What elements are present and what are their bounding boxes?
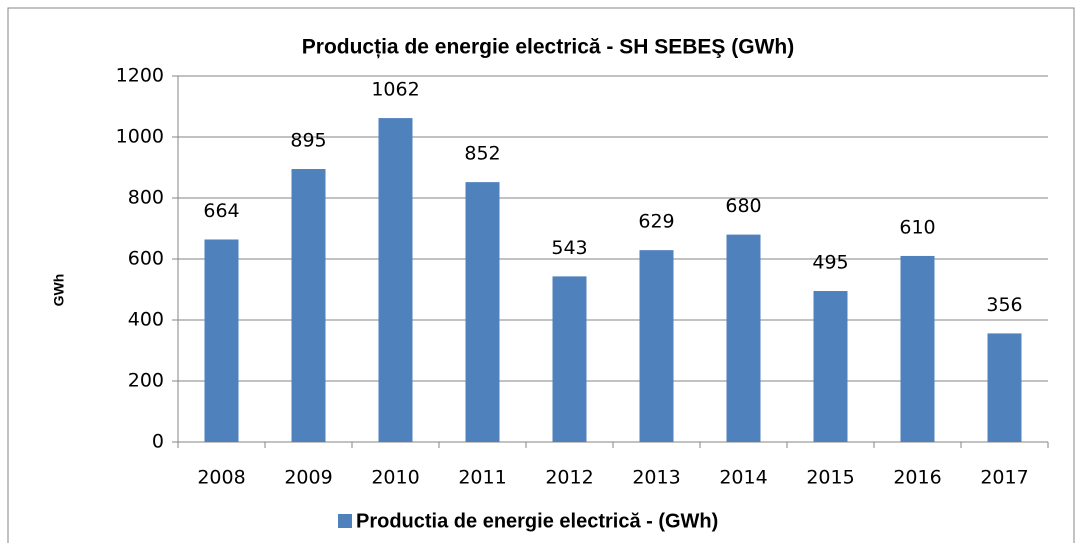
x-tick-label: 2009 xyxy=(284,467,332,489)
y-tick-label: 1000 xyxy=(116,126,164,148)
y-tick-label: 200 xyxy=(128,370,164,392)
legend-swatch xyxy=(338,514,352,528)
x-tick-label: 2015 xyxy=(806,467,854,489)
x-tick-label: 2013 xyxy=(632,467,680,489)
data-label: 356 xyxy=(986,294,1022,316)
bar xyxy=(987,333,1022,442)
data-label: 495 xyxy=(812,252,848,274)
bar xyxy=(900,255,935,442)
data-label: 852 xyxy=(464,143,500,165)
x-tick-label: 2008 xyxy=(197,467,245,489)
bar xyxy=(204,239,239,442)
data-label: 664 xyxy=(203,200,239,222)
data-label: 543 xyxy=(551,237,587,259)
bar xyxy=(291,169,326,442)
legend-label: Productia de energie electrică - (GWh) xyxy=(356,510,718,532)
data-label: 629 xyxy=(638,211,674,233)
bar xyxy=(639,250,674,442)
bar xyxy=(813,291,848,442)
y-tick-label: 600 xyxy=(128,248,164,270)
bar xyxy=(378,118,413,442)
y-tick-label: 400 xyxy=(128,309,164,331)
data-label: 680 xyxy=(725,195,761,217)
y-tick-label: 0 xyxy=(152,431,164,453)
y-tick-label: 800 xyxy=(128,187,164,209)
bar xyxy=(726,234,761,442)
y-tick-label: 1200 xyxy=(116,65,164,87)
x-tick-label: 2016 xyxy=(893,467,941,489)
x-tick-label: 2014 xyxy=(719,467,767,489)
data-label: 895 xyxy=(290,130,326,152)
chart-frame xyxy=(7,7,1075,543)
x-tick-label: 2017 xyxy=(980,467,1028,489)
bar xyxy=(552,276,587,442)
chart-title: Producția de energie electrică - SH SEBE… xyxy=(302,36,794,59)
data-label: 1062 xyxy=(371,79,419,101)
data-label: 610 xyxy=(899,216,935,238)
x-tick-label: 2010 xyxy=(371,467,419,489)
x-tick-label: 2012 xyxy=(545,467,593,489)
bar xyxy=(465,182,500,442)
y-axis-label: GWh xyxy=(51,274,67,307)
x-tick-label: 2011 xyxy=(458,467,506,489)
